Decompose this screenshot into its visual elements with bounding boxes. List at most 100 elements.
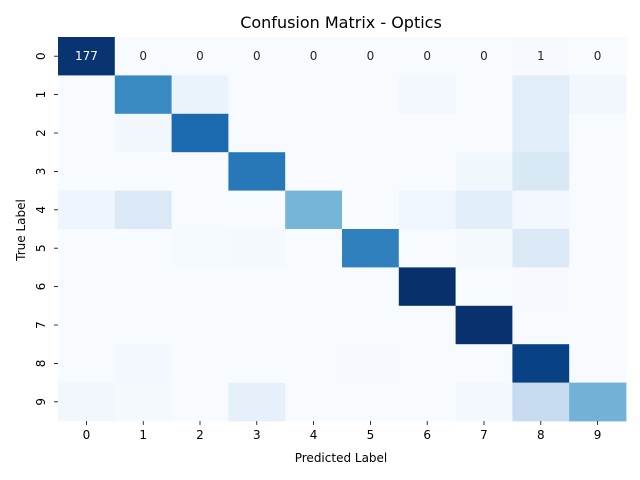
cell-value-label-0-5: 0 (367, 49, 375, 63)
heatmap-cell-2-8 (512, 113, 570, 153)
cell-value-label-0-4: 0 (310, 49, 318, 63)
cell-value-label-0-6: 0 (423, 49, 431, 63)
y-axis-label: True Label (14, 199, 28, 262)
heatmap-cell-6-4 (285, 267, 343, 307)
heatmap-cell-4-1 (114, 190, 172, 230)
heatmap-cell-1-4 (285, 75, 343, 115)
heatmap-cell-5-1 (114, 229, 172, 268)
heatmap-cell-4-4 (285, 190, 343, 230)
heatmap-cell-4-3 (228, 190, 286, 230)
heatmap-cell-2-2 (171, 113, 229, 153)
heatmap-cell-8-8 (512, 344, 570, 383)
heatmap-cell-5-5 (342, 229, 400, 268)
heatmap-cell-5-4 (285, 229, 343, 268)
heatmap-cell-9-6 (398, 382, 456, 422)
heatmap-cell-1-3 (228, 75, 286, 115)
heatmap-cell-4-2 (171, 190, 229, 230)
heatmap-cell-6-3 (228, 267, 286, 307)
heatmap-cell-9-2 (171, 382, 229, 422)
heatmap-cell-9-8 (512, 382, 570, 422)
heatmap-cell-2-7 (455, 113, 513, 153)
heatmap-cell-8-2 (171, 344, 229, 383)
heatmap-cell-7-0 (58, 305, 116, 345)
y-axis-ticks: 0 1 2 3 4 5 6 7 8 9 (34, 52, 58, 406)
x-tick-label-2: 2 (196, 428, 204, 442)
heatmap-cell-6-5 (342, 267, 400, 307)
heatmap-cell-9-9 (569, 382, 627, 422)
heatmap-cell-2-9 (569, 113, 627, 153)
heatmap-cell-2-3 (228, 113, 286, 153)
heatmap-cell-5-8 (512, 229, 570, 268)
y-tick-label-3: 3 (34, 168, 48, 176)
heatmap-cell-8-9 (569, 344, 627, 383)
heatmap-cell-7-7 (455, 305, 513, 345)
heatmap-cell-1-6 (398, 75, 456, 115)
heatmap-cell-3-1 (114, 152, 172, 191)
cell-value-label-0-1: 0 (139, 49, 147, 63)
heatmap-cell-3-9 (569, 152, 627, 191)
heatmap-cell-1-9 (569, 75, 627, 115)
heatmap-cell-9-4 (285, 382, 343, 422)
heatmap-cell-5-3 (228, 229, 286, 268)
heatmap-cell-2-0 (58, 113, 116, 153)
heatmap-cell-1-5 (342, 75, 400, 115)
heatmap-cell-3-3 (228, 152, 286, 191)
heatmap-cell-8-1 (114, 344, 172, 383)
cell-value-label-0-9: 0 (594, 49, 602, 63)
heatmap-cell-7-4 (285, 305, 343, 345)
heatmap-cell-6-1 (114, 267, 172, 307)
x-tick-label-6: 6 (423, 428, 431, 442)
heatmap-cell-3-5 (342, 152, 400, 191)
x-axis-label: Predicted Label (295, 451, 388, 465)
x-tick-label-9: 9 (594, 428, 602, 442)
heatmap-cell-0-8 (512, 37, 570, 76)
x-tick-label-1: 1 (139, 428, 147, 442)
heatmap-cell-4-7 (455, 190, 513, 230)
heatmap-cell-2-4 (285, 113, 343, 153)
heatmap-cell-1-1 (114, 75, 172, 115)
heatmap-cells (58, 37, 627, 422)
x-tick-label-0: 0 (83, 428, 91, 442)
heatmap-cell-5-0 (58, 229, 116, 268)
heatmap-cell-0-6 (398, 37, 456, 76)
heatmap-cell-2-6 (398, 113, 456, 153)
heatmap-cell-0-4 (285, 37, 343, 76)
heatmap-cell-3-0 (58, 152, 116, 191)
heatmap-cell-5-9 (569, 229, 627, 268)
heatmap-cell-4-5 (342, 190, 400, 230)
heatmap-cell-3-2 (171, 152, 229, 191)
chart-title: Confusion Matrix - Optics (240, 13, 442, 32)
heatmap-cell-9-0 (58, 382, 116, 422)
x-axis-ticks: 0 1 2 3 4 5 6 7 8 9 (83, 421, 602, 442)
heatmap-cell-0-0 (58, 37, 116, 76)
heatmap-cell-3-6 (398, 152, 456, 191)
heatmap-cell-1-0 (58, 75, 116, 115)
cell-value-label-0-8: 1 (537, 49, 545, 63)
heatmap-cell-2-5 (342, 113, 400, 153)
heatmap-cell-7-8 (512, 305, 570, 345)
heatmap-cell-3-8 (512, 152, 570, 191)
heatmap-cell-0-9 (569, 37, 627, 76)
heatmap-cell-4-6 (398, 190, 456, 230)
y-tick-label-8: 8 (34, 360, 48, 368)
cell-value-label-0-0: 177 (75, 49, 98, 63)
y-tick-label-1: 1 (34, 91, 48, 99)
heatmap-cell-7-1 (114, 305, 172, 345)
heatmap-cell-8-3 (228, 344, 286, 383)
x-tick-label-5: 5 (367, 428, 375, 442)
heatmap-cell-8-7 (455, 344, 513, 383)
cell-value-label-0-7: 0 (480, 49, 488, 63)
heatmap-cell-0-2 (171, 37, 229, 76)
heatmap-cell-6-2 (171, 267, 229, 307)
heatmap-cell-6-9 (569, 267, 627, 307)
heatmap-cell-7-5 (342, 305, 400, 345)
heatmap-cell-5-7 (455, 229, 513, 268)
x-tick-label-3: 3 (253, 428, 261, 442)
x-tick-label-8: 8 (537, 428, 545, 442)
heatmap-cell-4-8 (512, 190, 570, 230)
heatmap-cell-3-7 (455, 152, 513, 191)
heatmap-cell-8-6 (398, 344, 456, 383)
heatmap-cell-6-7 (455, 267, 513, 307)
heatmap-cell-0-3 (228, 37, 286, 76)
